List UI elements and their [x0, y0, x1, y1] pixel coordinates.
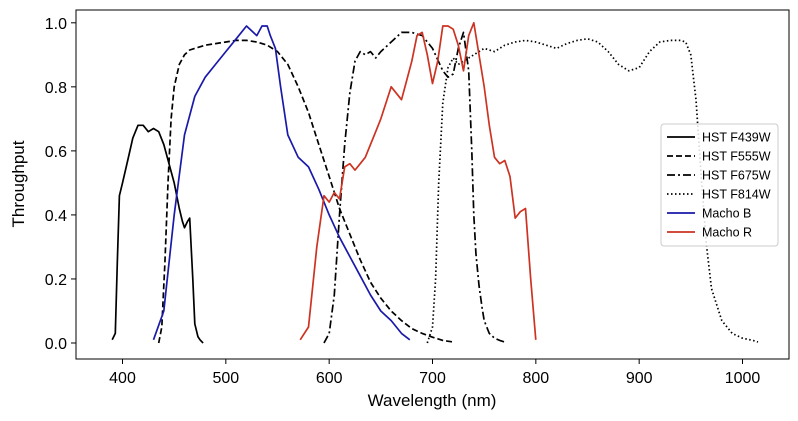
series-lines — [111, 21, 759, 344]
legend-label-hst-f814w: HST F814W — [702, 188, 771, 202]
y-axis-label: Throughput — [9, 140, 28, 227]
y-tick-label: 0.6 — [45, 144, 67, 161]
y-tick-label: 1.0 — [45, 16, 67, 33]
legend-label-hst-f675w: HST F675W — [702, 169, 771, 183]
series-line-hst-f555w — [157, 39, 454, 344]
y-tick-label: 0.4 — [45, 208, 67, 225]
axes: 400 500 600 700 800 900 1000 0.0 0.2 0.4 0.6 0.8 1.0 — [45, 16, 761, 387]
x-tick-label: 800 — [522, 370, 549, 387]
legend: HST F439W HST F555W HST F675W HST F814W Mach… — [660, 123, 779, 247]
x-tick-label: 700 — [419, 370, 446, 387]
legend-label-hst-f555w: HST F555W — [702, 150, 771, 164]
y-tick-label: 0.2 — [45, 272, 67, 289]
series-line-hst-f675w — [323, 31, 506, 344]
series-line-macho-b — [152, 25, 411, 341]
legend-label-macho-r: Macho R — [702, 226, 752, 240]
x-tick-label: 400 — [109, 370, 136, 387]
x-tick-label: 1000 — [725, 370, 761, 387]
series-line-hst-f814w — [426, 37, 759, 344]
legend-box — [660, 123, 779, 247]
y-tick-label: 0.8 — [45, 80, 67, 97]
legend-label-hst-f439w: HST F439W — [702, 131, 771, 145]
legend-label-macho-b: Macho B — [702, 207, 751, 221]
x-tick-label: 500 — [212, 370, 239, 387]
series-line-hst-f439w — [111, 124, 204, 344]
x-axis-label: Wavelength (nm) — [368, 391, 497, 410]
x-tick-label: 600 — [316, 370, 343, 387]
series-line-macho-r — [299, 21, 537, 341]
y-tick-label: 0.0 — [45, 336, 67, 353]
x-tick-label: 900 — [626, 370, 653, 387]
